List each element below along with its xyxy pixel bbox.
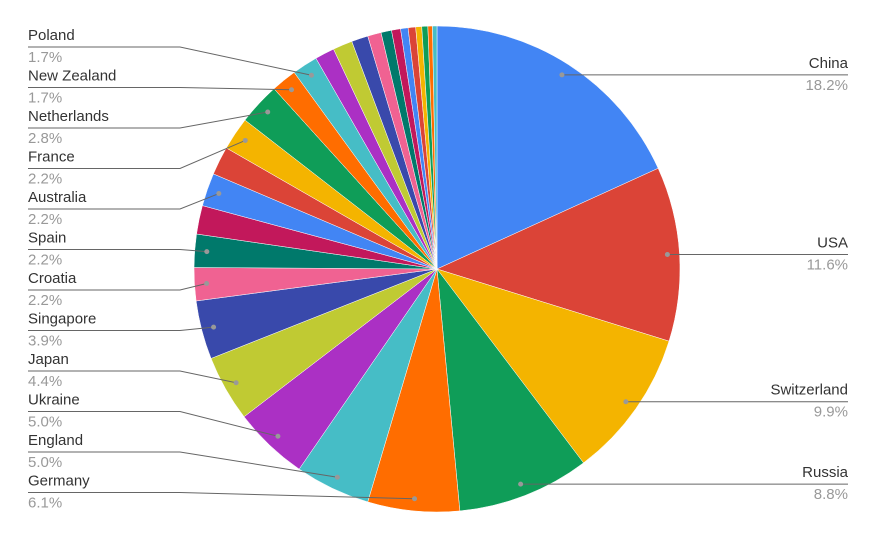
slice-value-label: 2.2%: [28, 251, 62, 268]
slice-label: New Zealand: [28, 67, 116, 84]
leader-dot: [275, 433, 281, 439]
leader-dot: [204, 249, 210, 255]
slice-label: Russia: [802, 464, 849, 481]
slice-label: France: [28, 148, 75, 165]
leader-dot: [204, 280, 210, 286]
slice-label: Netherlands: [28, 108, 109, 125]
slice-label: Spain: [28, 229, 66, 246]
leader-dot: [559, 72, 565, 78]
slice-value-label: 3.9%: [28, 332, 62, 349]
pie-slice: [436, 268, 670, 464]
leader-dot: [216, 191, 222, 197]
slice-label: Singapore: [28, 310, 96, 327]
leader-dot: [233, 380, 239, 386]
leader-line: [28, 111, 268, 129]
leader-line: [28, 139, 246, 169]
pie-slice: [436, 167, 681, 342]
slice-label: Poland: [28, 27, 75, 44]
slice-value-label: 2.2%: [28, 211, 62, 228]
pie-slice: [432, 25, 438, 270]
slice-value-label: 2.2%: [28, 170, 62, 187]
leader-dot: [265, 109, 271, 115]
slice-value-label: 6.1%: [28, 494, 62, 511]
leader-dot: [623, 399, 629, 405]
slice-value-label: 18.2%: [805, 77, 848, 94]
slice-value-label: 5.0%: [28, 413, 62, 430]
slice-label: Germany: [28, 472, 90, 489]
leader-line: [28, 87, 292, 91]
slice-label: England: [28, 432, 83, 449]
leader-dot: [334, 474, 340, 480]
leader-line: [28, 370, 237, 384]
slice-label: Japan: [28, 351, 69, 368]
slice-value-label: 1.7%: [28, 89, 62, 106]
leader-line: [28, 193, 220, 210]
slice-label: Australia: [28, 189, 87, 206]
slice-value-label: 9.9%: [814, 404, 848, 421]
leader-line: [28, 451, 338, 478]
leader-line: [28, 249, 207, 253]
leader-line: [28, 492, 415, 500]
leader-dot: [289, 87, 295, 93]
leader-line: [28, 411, 279, 437]
slice-value-label: 2.2%: [28, 292, 62, 309]
slice-label: Switzerland: [770, 382, 848, 399]
slice-value-label: 11.6%: [807, 256, 848, 273]
slice-label: USA: [817, 234, 848, 251]
pie-slice: [436, 268, 584, 512]
slice-value-label: 4.4%: [28, 373, 62, 390]
leader-dot: [211, 324, 217, 330]
leader-line: [28, 46, 312, 76]
leader-dot: [242, 137, 248, 143]
slice-label: China: [809, 55, 849, 72]
leader-dot: [308, 72, 314, 78]
slice-label: Ukraine: [28, 391, 80, 408]
slice-value-label: 1.7%: [28, 49, 62, 66]
leader-dot: [412, 496, 418, 502]
leader-line: [28, 326, 214, 331]
slice-label: Croatia: [28, 270, 77, 287]
leader-dot: [664, 252, 670, 258]
pie-slice: [436, 25, 659, 270]
slice-value-label: 2.8%: [28, 130, 62, 147]
slice-value-label: 5.0%: [28, 454, 62, 471]
leader-dot: [518, 481, 524, 487]
slice-value-label: 8.8%: [814, 486, 848, 503]
leader-line: [28, 283, 207, 291]
